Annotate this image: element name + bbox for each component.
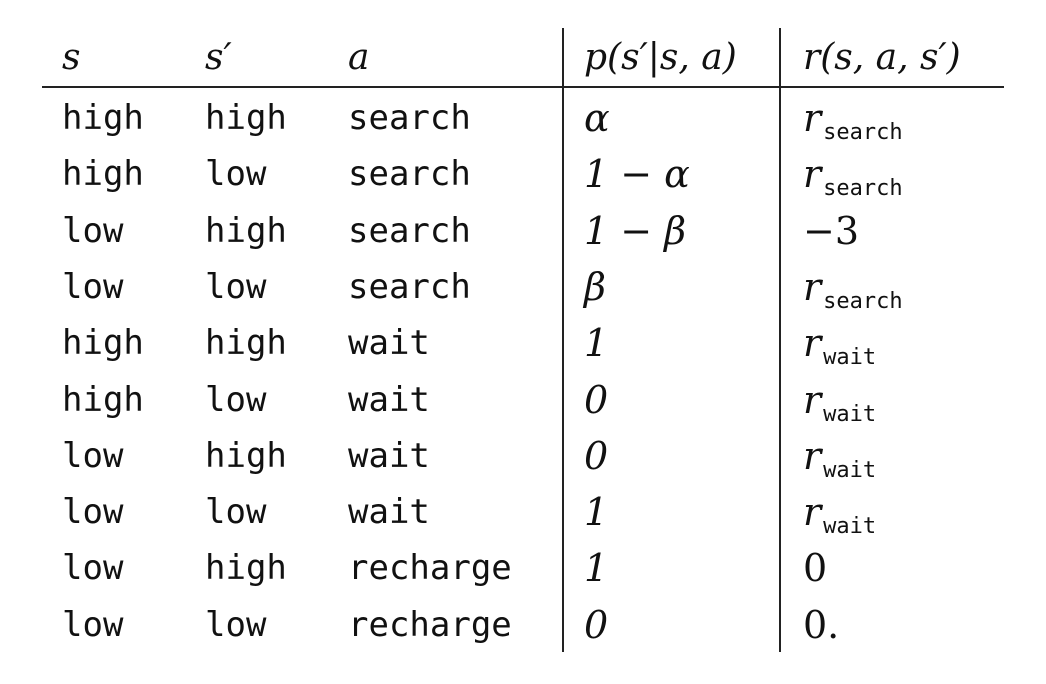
cell-next-state: low [205, 604, 267, 645]
reward-subscript: wait [823, 457, 877, 483]
table-row: high high search α rsearch [42, 90, 1004, 146]
cell-next-state: high [205, 210, 287, 251]
cell-probability: 0 [584, 377, 609, 422]
reward-subscript: search [823, 176, 903, 202]
cell-state: low [62, 210, 124, 251]
cell-state: high [62, 98, 144, 138]
cell-state: low [62, 604, 124, 645]
reward-symbol: r [803, 152, 822, 197]
header-state: s [62, 37, 81, 78]
cell-probability: α [584, 96, 610, 140]
cell-reward: rwait [803, 428, 876, 484]
cell-state: high [62, 323, 144, 364]
reward-subscript: wait [823, 401, 877, 427]
cell-action: wait [348, 492, 430, 533]
cell-state: low [62, 548, 124, 589]
cell-probability: 1 [584, 490, 609, 535]
cell-action: recharge [348, 604, 512, 645]
cell-reward: rwait [803, 372, 876, 428]
table-row: low low search β rsearch [42, 259, 1004, 315]
column-divider-right [779, 28, 781, 652]
cell-action: search [348, 98, 471, 138]
cell-next-state: low [205, 379, 267, 420]
header-next-state: s′ [205, 37, 232, 78]
cell-reward: 0 [803, 546, 828, 591]
column-divider-left [562, 28, 564, 652]
header-action: a [348, 37, 370, 78]
cell-next-state: high [205, 548, 287, 589]
cell-state: high [62, 154, 144, 195]
cell-next-state: high [205, 323, 287, 364]
cell-action: search [348, 154, 471, 195]
reward-symbol: r [803, 264, 822, 309]
reward-subscript: search [823, 288, 903, 314]
reward-subscript: search [823, 120, 903, 145]
cell-state: low [62, 266, 124, 307]
cell-probability: 1 [584, 546, 609, 591]
cell-probability: 0 [584, 602, 609, 647]
header-row: s s′ a p(s′|s, a) r(s, a, s′) [42, 28, 1004, 88]
cell-reward: rsearch [803, 146, 903, 202]
cell-reward: rwait [803, 484, 876, 540]
cell-action: search [348, 266, 471, 307]
reward-symbol: r [803, 321, 822, 366]
cell-reward: rwait [803, 315, 876, 371]
cell-state: low [62, 435, 124, 476]
reward-subscript: wait [823, 345, 877, 371]
table-row: high high wait 1 rwait [42, 315, 1004, 371]
cell-reward: rsearch [803, 90, 903, 146]
table-row: high low wait 0 rwait [42, 372, 1004, 428]
cell-probability: β [584, 264, 606, 309]
cell-action: recharge [348, 548, 512, 589]
reward-symbol: r [803, 96, 822, 140]
table-row: low high search 1 − β −3 [42, 203, 1004, 259]
cell-probability: 1 [584, 321, 609, 366]
cell-probability: 1 − β [584, 208, 687, 253]
reward-subscript: wait [823, 514, 877, 540]
cell-probability: 0 [584, 433, 609, 478]
table-row: low high wait 0 rwait [42, 428, 1004, 484]
header-reward: r(s, a, s′) [803, 37, 961, 78]
reward-symbol: r [803, 433, 822, 478]
table-row: low low recharge 0 0. [42, 597, 1004, 653]
cell-next-state: high [205, 435, 287, 476]
table-row: low low wait 1 rwait [42, 484, 1004, 540]
cell-next-state: low [205, 154, 267, 195]
cell-next-state: high [205, 98, 287, 138]
cell-action: wait [348, 435, 430, 476]
cell-state: low [62, 492, 124, 533]
reward-symbol: r [803, 377, 822, 422]
cell-reward: 0. [803, 602, 840, 647]
header-rule [42, 86, 1004, 88]
table-row: low high recharge 1 0 [42, 540, 1004, 596]
cell-reward: rsearch [803, 259, 903, 315]
reward-symbol: r [803, 490, 822, 535]
cell-probability: 1 − α [584, 152, 690, 197]
header-probability: p(s′|s, a) [584, 37, 737, 78]
table-row: high low search 1 − α rsearch [42, 146, 1004, 202]
cell-next-state: low [205, 266, 267, 307]
cell-next-state: low [205, 492, 267, 533]
cell-state: high [62, 379, 144, 420]
cell-action: search [348, 210, 471, 251]
cell-reward: −3 [803, 208, 860, 253]
mdp-transition-table: s s′ a p(s′|s, a) r(s, a, s′) high high se… [42, 28, 1004, 652]
cell-action: wait [348, 323, 430, 364]
cell-action: wait [348, 379, 430, 420]
